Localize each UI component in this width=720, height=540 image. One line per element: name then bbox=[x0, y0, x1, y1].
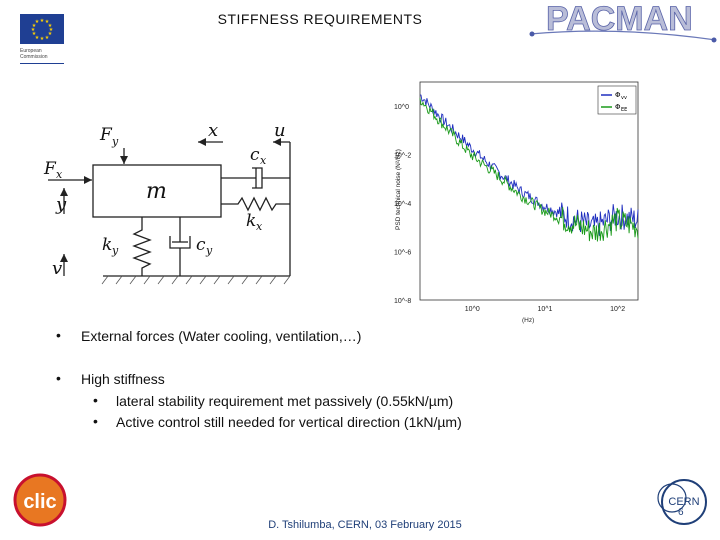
slide-title: STIFFNESS REQUIREMENTS bbox=[217, 11, 423, 27]
svg-text:★: ★ bbox=[35, 19, 40, 25]
svg-text:★: ★ bbox=[32, 23, 37, 29]
sub-bullet-lateral: lateral stability requirement met passiv… bbox=[116, 393, 454, 409]
label-ky: k bbox=[102, 235, 112, 255]
label-cx-sub: x bbox=[260, 154, 267, 167]
legend-label-vv: Φ bbox=[615, 91, 621, 99]
label-v: v bbox=[52, 258, 62, 279]
pacman-logo: PACMAN bbox=[528, 0, 720, 62]
sub-bullet-dot: • bbox=[93, 392, 98, 408]
clic-logo: clic bbox=[12, 468, 68, 528]
pacman-logo-letter-p: PACMAN bbox=[546, 0, 693, 38]
svg-text:★: ★ bbox=[35, 35, 40, 41]
chart-legend: Φ vv Φ EE bbox=[597, 85, 637, 115]
cern-logo: CERN bbox=[650, 472, 718, 532]
x-tick-label: 10^2 bbox=[610, 306, 625, 313]
label-cy: c bbox=[196, 235, 206, 255]
label-cy-sub: y bbox=[205, 244, 213, 257]
mass-block bbox=[92, 164, 222, 218]
european-commission-logo: ★ ★ ★ ★ ★ ★ ★ ★ ★ ★ ★ ★ European Commission bbox=[20, 14, 64, 70]
svg-text:★: ★ bbox=[45, 35, 50, 41]
bullet-dot: • bbox=[56, 370, 61, 386]
legend-label-ee: Φ bbox=[615, 103, 621, 111]
legend-label-ee-sub: EE bbox=[621, 107, 627, 113]
x-axis-label: (Hz) bbox=[522, 317, 534, 324]
sub-bullet-active-control: Active control still needed for vertical… bbox=[116, 414, 462, 430]
x-tick-label: 10^0 bbox=[465, 306, 480, 313]
plot-frame bbox=[419, 81, 639, 301]
legend-label-vv-sub: vv bbox=[621, 95, 627, 101]
y-tick-label: 10^-8 bbox=[394, 298, 411, 305]
svg-text:★: ★ bbox=[32, 31, 37, 37]
y-tick-label: 10^-6 bbox=[394, 250, 411, 257]
svg-text:★: ★ bbox=[45, 19, 50, 25]
x-tick-label: 10^1 bbox=[537, 306, 552, 313]
series-line-vv bbox=[419, 94, 639, 236]
sub-bullet-dot: • bbox=[93, 413, 98, 429]
clic-logo-text: clic bbox=[23, 491, 56, 513]
label-fy: F bbox=[99, 125, 113, 145]
y-tick-label: 10^-4 bbox=[394, 201, 411, 208]
bullet-dot: • bbox=[56, 327, 61, 343]
series-line-ee bbox=[419, 98, 639, 242]
eu-logo-text-1: European bbox=[20, 48, 42, 54]
label-y: y bbox=[55, 194, 67, 215]
svg-text:★: ★ bbox=[48, 23, 53, 29]
mass-spring-damper-diagram: F y x u F x c x y m k x k y c y v bbox=[38, 118, 328, 288]
page-number: 6 bbox=[678, 507, 684, 518]
label-ky-sub: y bbox=[111, 244, 119, 257]
y-tick-label: 10^0 bbox=[394, 104, 409, 111]
label-x: x bbox=[208, 120, 218, 141]
label-mass: m bbox=[146, 179, 167, 204]
svg-text:★: ★ bbox=[49, 27, 54, 33]
label-fx: F bbox=[43, 159, 57, 179]
bullet-external-forces: External forces (Water cooling, ventilat… bbox=[81, 328, 362, 344]
label-fy-sub: y bbox=[111, 135, 119, 148]
svg-text:★: ★ bbox=[48, 31, 53, 37]
y-axis-label: PSD technical noise (N²/Hz) bbox=[395, 149, 402, 230]
eu-logo-rule bbox=[20, 63, 64, 64]
label-fx-sub: x bbox=[56, 168, 63, 181]
cern-logo-text: CERN bbox=[668, 496, 699, 508]
eu-flag-icon: ★ ★ ★ ★ ★ ★ ★ ★ ★ ★ ★ ★ bbox=[20, 14, 64, 44]
eu-logo-text-2: Commission bbox=[20, 54, 48, 60]
psd-chart: 10^0 10^1 10^2 10^0 10^-2 10^-4 10^-6 10^-8 PSD… bbox=[380, 70, 650, 332]
label-cx: c bbox=[250, 145, 260, 165]
label-u: u bbox=[274, 120, 286, 141]
svg-text:★: ★ bbox=[40, 18, 45, 24]
label-kx: k bbox=[246, 211, 256, 231]
label-kx-sub: x bbox=[256, 220, 263, 233]
footer-text: D. Tshilumba, CERN, 03 February 2015 bbox=[268, 519, 462, 531]
bullet-high-stiffness: High stiffness bbox=[81, 371, 165, 387]
y-tick-label: 10^-2 bbox=[394, 153, 411, 160]
svg-text:★: ★ bbox=[40, 36, 45, 42]
svg-text:★: ★ bbox=[31, 27, 36, 33]
